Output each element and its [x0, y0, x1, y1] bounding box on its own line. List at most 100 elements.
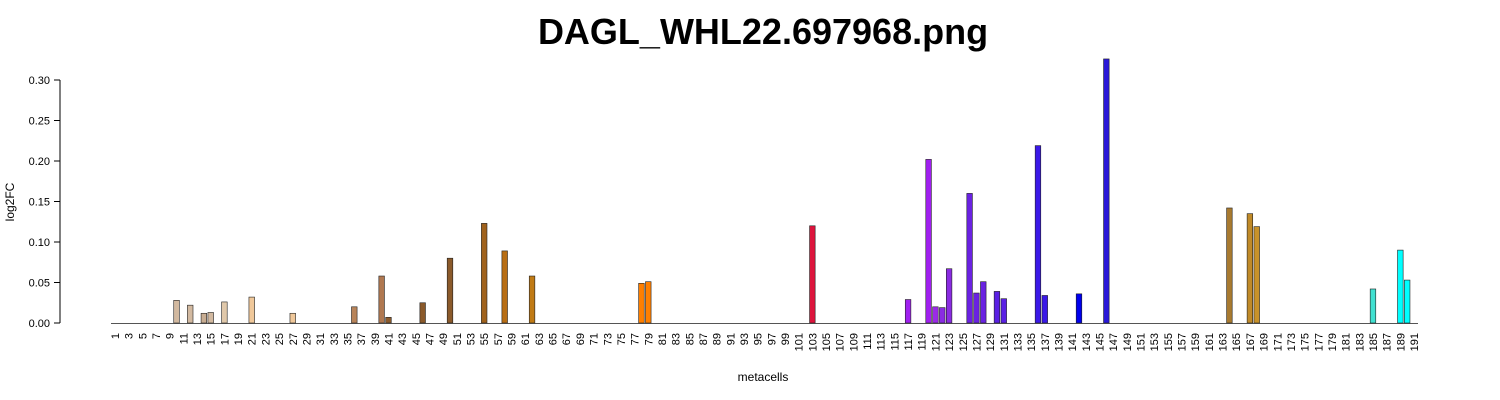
- x-axis-label: metacells: [738, 370, 789, 384]
- y-tick-label: 0.15: [29, 197, 50, 209]
- x-tick-label: 41: [383, 333, 395, 345]
- y-tick-label: 0.00: [29, 318, 50, 330]
- bar: [481, 223, 488, 324]
- y-tick-label: 0.10: [29, 237, 50, 249]
- x-tick-label: 189: [1395, 333, 1407, 351]
- x-tick-label: 113: [876, 333, 888, 351]
- x-tick-label: 175: [1300, 333, 1312, 351]
- x-tick-label: 19: [233, 333, 245, 345]
- x-tick-label: 161: [1204, 333, 1216, 351]
- x-tick-label: 29: [301, 333, 313, 345]
- x-tick-label: 131: [999, 333, 1011, 351]
- x-tick-label: 49: [438, 333, 450, 345]
- x-tick-label: 5: [137, 333, 149, 339]
- x-tick-label: 91: [725, 333, 737, 345]
- bar: [501, 250, 508, 324]
- bar: [925, 159, 932, 324]
- x-tick-label: 85: [684, 333, 696, 345]
- x-tick-label: 167: [1245, 333, 1257, 351]
- bar: [1103, 58, 1110, 324]
- bar: [1369, 288, 1377, 324]
- x-tick-label: 117: [903, 333, 915, 351]
- x-tick-label: 77: [630, 333, 642, 345]
- x-tick-label: 179: [1327, 333, 1339, 351]
- x-tick-label: 109: [848, 333, 860, 351]
- x-tick-label: 111: [862, 333, 874, 350]
- bar: [1404, 279, 1411, 324]
- x-tick-label: 153: [1149, 333, 1161, 351]
- x-tick-label: 73: [602, 333, 614, 345]
- bar: [446, 257, 454, 324]
- x-tick-label: 135: [1026, 333, 1038, 351]
- bar: [351, 306, 358, 324]
- x-tick-label: 61: [520, 333, 532, 345]
- x-tick-label: 149: [1122, 333, 1134, 351]
- x-tick-label: 21: [247, 333, 259, 345]
- bar: [221, 301, 228, 324]
- x-tick-label: 93: [739, 333, 751, 345]
- bar: [809, 225, 816, 324]
- bar: [1000, 298, 1007, 324]
- x-tick-label: 123: [944, 333, 956, 351]
- x-tick-label: 83: [671, 333, 683, 345]
- x-tick-label: 101: [794, 333, 806, 351]
- x-tick-label: 173: [1286, 333, 1298, 351]
- x-tick-label: 95: [753, 333, 765, 345]
- x-tick-label: 147: [1108, 333, 1120, 351]
- bar: [419, 302, 426, 324]
- x-tick-label: 23: [260, 333, 272, 345]
- x-tick-label: 125: [958, 333, 970, 351]
- x-tick-label: 187: [1382, 333, 1394, 351]
- x-tick-label: 139: [1053, 333, 1065, 351]
- y-tick-label: 0.30: [29, 75, 50, 87]
- bar: [1041, 295, 1048, 324]
- x-tick-label: 11: [178, 333, 190, 344]
- x-tick-label: 47: [424, 333, 436, 345]
- x-tick-label: 163: [1218, 333, 1230, 351]
- x-tick-label: 133: [1012, 333, 1024, 351]
- x-tick-label: 51: [452, 333, 464, 345]
- x-tick-label: 79: [643, 333, 655, 345]
- x-tick-label: 37: [356, 333, 368, 345]
- x-tick-label: 1: [110, 333, 122, 339]
- x-tick-label: 181: [1341, 333, 1353, 351]
- bar: [645, 281, 652, 324]
- x-tick-label: 89: [712, 333, 724, 345]
- bar: [1075, 293, 1083, 324]
- x-tick-label: 53: [466, 333, 478, 345]
- x-tick-label: 107: [835, 333, 847, 351]
- x-tick-label: 87: [698, 333, 710, 345]
- bar: [1034, 145, 1042, 324]
- x-tick-label: 15: [206, 333, 218, 345]
- x-tick-label: 155: [1163, 333, 1175, 351]
- x-tick-label: 25: [274, 333, 286, 345]
- x-tick-label: 35: [342, 333, 354, 345]
- x-tick-label: 31: [315, 333, 327, 345]
- x-tick-label: 39: [370, 333, 382, 345]
- x-tick-label: 9: [165, 333, 177, 339]
- x-tick-label: 57: [493, 333, 505, 345]
- x-tick-label: 159: [1190, 333, 1202, 351]
- x-tick-label: 137: [1040, 333, 1052, 351]
- bar: [980, 281, 987, 324]
- x-tick-label: 99: [780, 333, 792, 345]
- bar: [187, 304, 194, 324]
- x-tick-label: 121: [930, 333, 942, 351]
- x-tick-label: 143: [1081, 333, 1093, 351]
- x-tick-label: 169: [1259, 333, 1271, 351]
- bar: [1253, 226, 1260, 324]
- bar: [638, 283, 645, 324]
- x-tick-label: 59: [507, 333, 519, 345]
- bar: [1397, 249, 1404, 324]
- x-tick-label: 157: [1177, 333, 1189, 351]
- x-tick-label: 67: [561, 333, 573, 345]
- x-tick-label: 97: [766, 333, 778, 345]
- x-tick-label: 75: [616, 333, 628, 345]
- x-tick-label: 43: [397, 333, 409, 345]
- x-tick-label: 127: [971, 333, 983, 351]
- x-tick-label: 69: [575, 333, 587, 345]
- bar: [528, 275, 536, 324]
- x-tick-label: 183: [1354, 333, 1366, 351]
